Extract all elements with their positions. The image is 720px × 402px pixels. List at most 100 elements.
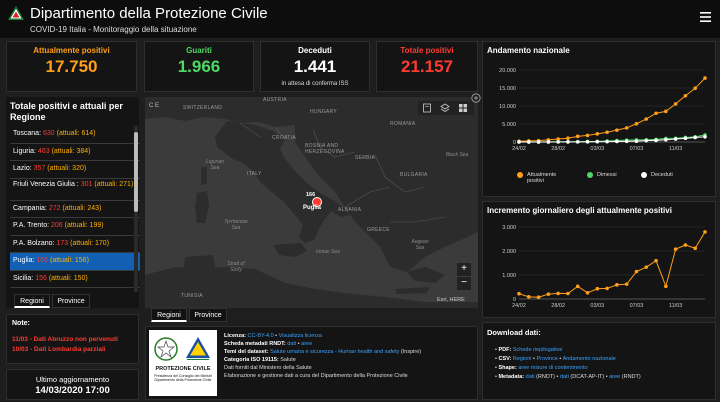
data-point: [556, 140, 560, 144]
zoom-out-button[interactable]: −: [457, 277, 471, 290]
map-label-greece: GREECE: [367, 227, 390, 233]
csv-regioni-link[interactable]: Regioni: [512, 356, 532, 362]
land-italy: [215, 121, 350, 243]
iso-value: Salute: [280, 357, 296, 363]
data-point: [595, 132, 600, 136]
licenza-value-link[interactable]: CC-BY-4.0: [247, 333, 274, 339]
region-row[interactable]: P.A. Bolzano: 173 (attuali: 170): [10, 236, 140, 253]
protezione-civile-emblem-icon: [186, 337, 210, 360]
download-metadata-line: • Metadata: dati (RNDT) • dati (DCAT-AP-…: [495, 374, 641, 380]
region-row[interactable]: Toscana: 630 (attuali: 614): [10, 126, 140, 144]
region-row[interactable]: Friuli Venezia Giulia : 301 (attuali: 27…: [10, 179, 140, 201]
zoom-in-button[interactable]: +: [457, 263, 471, 276]
pdf-label: PDF:: [498, 347, 512, 353]
kpi-value: 21.157: [401, 57, 453, 76]
visualizza-licenza-link[interactable]: Visualizza licenza: [278, 333, 322, 339]
x-tick-label: 11/03: [669, 303, 682, 309]
region-row[interactable]: Liguria: 463 (attuali: 384): [10, 144, 140, 161]
region-current: (attuali: 614): [56, 130, 96, 137]
x-tick-label: 07/03: [630, 303, 644, 309]
last-update-panel: Ultimo aggiornamento 14/03/2020 17:00: [6, 369, 139, 400]
region-row[interactable]: Campania: 272 (attuali: 243): [10, 201, 140, 218]
map-tab-regioni[interactable]: Regioni: [151, 308, 187, 322]
csv-andamento-link[interactable]: Andamento nazionale: [562, 356, 616, 362]
rndt-dati-link[interactable]: dati: [287, 341, 297, 347]
land-sicily: [273, 243, 307, 257]
shape-aree-link[interactable]: aree misure di contenimento: [518, 365, 588, 371]
data-point: [673, 137, 678, 141]
data-point: [624, 139, 629, 144]
tab-regioni[interactable]: Regioni: [14, 294, 50, 308]
tab-province[interactable]: Province: [52, 294, 90, 308]
download-shape-line: • Shape: aree misure di contenimento: [495, 365, 588, 371]
region-current: (attuali: 320): [47, 165, 87, 172]
meta-dati-dcat-link[interactable]: dati: [560, 374, 569, 380]
metadata-label: Metadata:: [498, 374, 525, 380]
pdf-schede-link[interactable]: Schede riepilogative: [512, 347, 563, 353]
data-point: [693, 135, 698, 140]
data-point: [556, 291, 560, 296]
kpi-value: 1.966: [177, 57, 221, 76]
data-point: [566, 140, 570, 144]
region-name: Sicilia:: [13, 274, 34, 282]
region-current: (attuali: 156): [50, 257, 89, 264]
data-point: [634, 121, 639, 126]
legend-swatch: [641, 172, 647, 178]
incremento-giornaliero-chart: 0 1.000 2.000 3.000 24/02 28/02 03/03 07/03 11/0…: [502, 225, 707, 309]
kpi-value: 1.441: [293, 57, 337, 76]
map-label-croatia: CROATIA: [272, 135, 296, 141]
hamburger-menu-icon[interactable]: [700, 12, 711, 22]
logo-subtitle: Presidenza del Consiglio dei Ministri Di…: [154, 374, 212, 383]
meta-dati-rndt-link[interactable]: dati: [525, 374, 535, 380]
meta-aree-rndt-text: (RNDT): [621, 374, 641, 380]
legend-label: Dimessi: [597, 172, 617, 178]
kpi-label: Totale positivi: [400, 46, 454, 55]
y-tick-label: 3.000: [502, 225, 516, 231]
region-list-scrollbar[interactable]: [134, 126, 138, 292]
series-line: [518, 231, 706, 298]
kpi-label: Attualmente positivi: [33, 46, 110, 55]
y-tick-label: 1.000: [502, 273, 516, 279]
region-row[interactable]: P.A. Trento: 206 (attuali: 199): [10, 218, 140, 236]
fullscreen-icon[interactable]: [471, 93, 481, 103]
meta-aree-link[interactable]: aree: [609, 374, 621, 380]
licenza-label: Licenza:: [224, 333, 247, 339]
rndt-aree-link[interactable]: aree: [301, 341, 313, 347]
map-label-bosnia: BOSNIA AND HERZEGOVINA: [305, 143, 345, 155]
region-row[interactable]: Abruzzo: 112 (attuali: 106): [10, 288, 140, 292]
scrollbar-thumb[interactable]: [134, 132, 138, 212]
download-pdf-line: • PDF: Schede riepilogative: [495, 347, 563, 353]
data-point: [634, 139, 639, 143]
region-current: (attuali: 150): [48, 274, 88, 282]
kpi-totale-positivi: Totale positivi 21.157: [376, 41, 478, 92]
bookmark-icon[interactable]: [422, 103, 432, 113]
data-point: [683, 93, 688, 98]
layers-icon[interactable]: [440, 103, 450, 113]
map-label-serbia: SERBIA: [355, 155, 376, 161]
elaborazione-line: Elaborazione e gestione dati a cura del …: [224, 373, 408, 379]
region-row[interactable]: Sicilia: 156 (attuali: 150): [10, 271, 140, 288]
region-row[interactable]: Puglia: 166 (attuali: 156): [10, 253, 140, 271]
map-tab-province[interactable]: Province: [189, 308, 227, 322]
region-total: 166: [36, 257, 49, 264]
region-row[interactable]: Lazio: 357 (attuali: 320): [10, 161, 140, 179]
map-view[interactable]: SWITZERLAND AUSTRIA HUNGARY ROMANIA CROA…: [145, 97, 478, 308]
data-point: [615, 128, 619, 132]
iso-label: Categoria ISO 19115:: [224, 357, 279, 363]
region-name: Puglia:: [13, 257, 35, 264]
region-name: P.A. Trento:: [13, 222, 50, 229]
x-tick-label: 03/03: [590, 146, 604, 152]
map-marker-value: 166: [306, 192, 316, 198]
map-label-romania: ROMANIA: [390, 121, 416, 127]
data-point: [517, 291, 521, 296]
iso-line: Categoria ISO 19115: Salute: [224, 357, 296, 363]
data-point: [654, 111, 658, 116]
andamento-nazionale-panel: Andamento nazionale 0 5.000 10.000 15.000 20…: [482, 41, 716, 197]
temi-value-link[interactable]: Salute umana e sicurezza - Human health …: [270, 349, 400, 355]
x-tick-label: 24/02: [512, 146, 526, 152]
csv-label: CSV:: [498, 356, 512, 362]
data-point: [575, 284, 580, 289]
csv-province-link[interactable]: Province: [536, 356, 558, 362]
y-tick-label: 15.000: [499, 86, 516, 92]
basemap-grid-icon[interactable]: [458, 103, 468, 113]
